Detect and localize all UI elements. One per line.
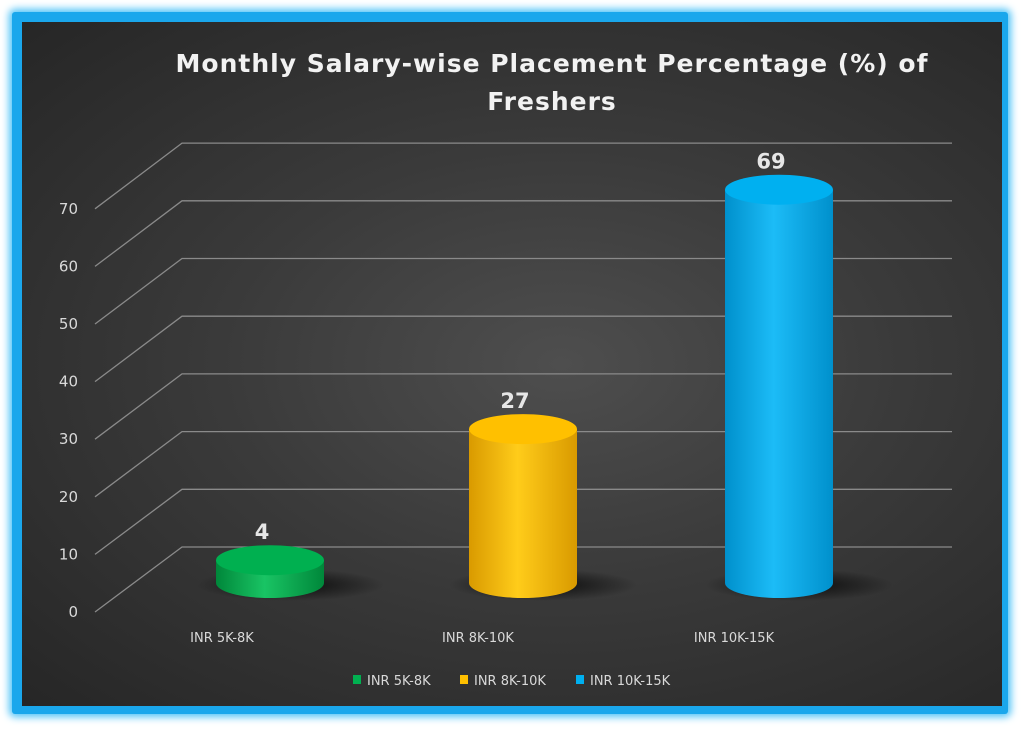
legend-label: INR 8K-10K xyxy=(474,674,546,689)
legend-item: INR 8K-10K xyxy=(460,674,546,689)
legend-swatch xyxy=(460,675,468,684)
legend-label: INR 10K-15K xyxy=(590,674,671,689)
bar-top xyxy=(725,174,833,205)
category-label: INR 8K-10K xyxy=(442,631,514,646)
y-tick-label: 20 xyxy=(59,488,78,506)
chart-title-line-2: Freshers xyxy=(487,87,617,116)
legend-item: INR 5K-8K xyxy=(353,674,431,689)
bar-body xyxy=(469,429,577,598)
gridline xyxy=(94,315,952,383)
bar: 4 xyxy=(196,520,384,601)
bar-top xyxy=(469,414,577,445)
data-label: 69 xyxy=(756,150,785,174)
chart-title-line-1: Monthly Salary-wise Placement Percentage… xyxy=(176,49,929,78)
legend-swatch xyxy=(353,675,361,684)
data-label: 4 xyxy=(255,520,270,544)
y-tick-label: 70 xyxy=(59,200,78,218)
gridline xyxy=(94,257,952,325)
data-label: 27 xyxy=(500,389,529,413)
y-tick-label: 40 xyxy=(59,373,78,391)
legend-swatch xyxy=(576,675,584,684)
gridline xyxy=(94,488,952,555)
gridline xyxy=(94,142,952,210)
category-label: INR 5K-8K xyxy=(190,631,254,646)
y-tick-label: 10 xyxy=(59,545,78,563)
gridline xyxy=(94,200,952,267)
legend-label: INR 5K-8K xyxy=(367,674,431,689)
y-tick-label: 0 xyxy=(68,603,78,621)
gridline xyxy=(94,373,952,440)
gridline xyxy=(94,430,952,498)
category-label: INR 10K-15K xyxy=(694,631,775,646)
bar-body xyxy=(725,189,833,598)
bar: 69 xyxy=(705,150,893,601)
bar-top xyxy=(216,545,324,576)
y-tick-label: 50 xyxy=(59,315,78,333)
y-tick-label: 30 xyxy=(59,430,78,448)
gridline xyxy=(94,546,952,613)
y-tick-label: 60 xyxy=(59,257,78,275)
bar: 27 xyxy=(449,389,637,601)
legend-item: INR 10K-15K xyxy=(576,674,671,689)
